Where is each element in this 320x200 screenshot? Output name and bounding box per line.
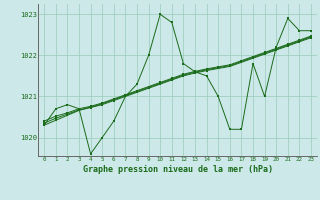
X-axis label: Graphe pression niveau de la mer (hPa): Graphe pression niveau de la mer (hPa) <box>83 165 273 174</box>
